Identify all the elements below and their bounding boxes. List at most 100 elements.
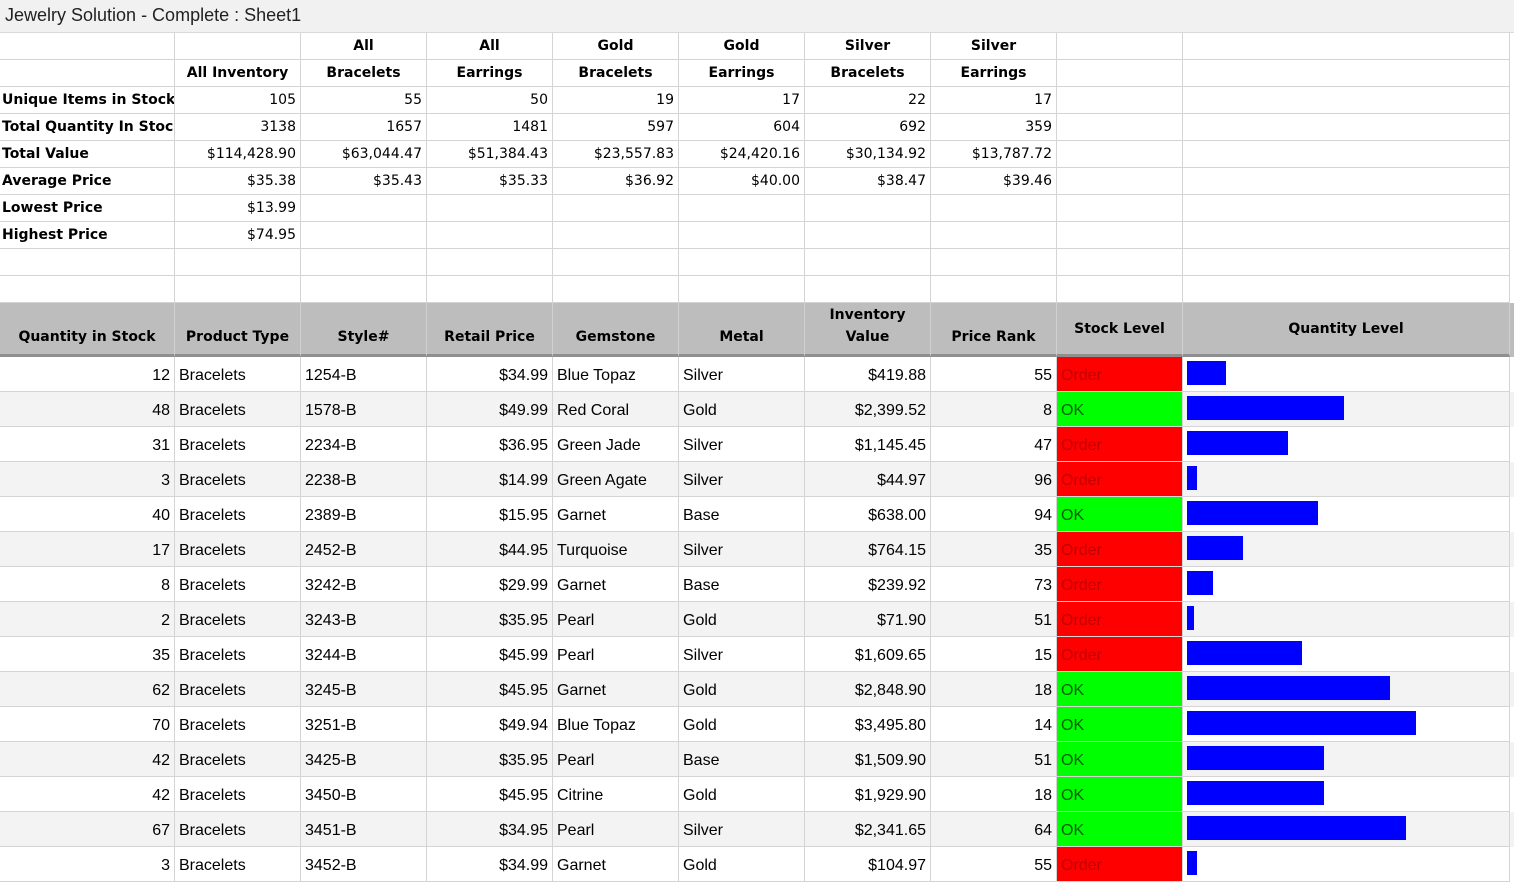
summary-header-top[interactable]: All	[301, 33, 427, 60]
empty-cell[interactable]	[1057, 33, 1183, 60]
summary-value[interactable]: 604	[679, 114, 805, 141]
inventory-value-cell[interactable]: $3,495.80	[805, 707, 931, 742]
retail-price-cell[interactable]: $45.99	[427, 637, 553, 672]
gemstone-cell[interactable]: Garnet	[553, 567, 679, 602]
product-type-cell[interactable]: Bracelets	[175, 707, 301, 742]
summary-value[interactable]: $40.00	[679, 168, 805, 195]
summary-value[interactable]: 359	[931, 114, 1057, 141]
summary-label[interactable]: Average Price	[0, 168, 175, 195]
metal-cell[interactable]: Silver	[679, 357, 805, 392]
summary-header-bottom[interactable]: Bracelets	[301, 60, 427, 87]
retail-price-cell[interactable]: $45.95	[427, 672, 553, 707]
quantity-level-cell[interactable]	[1183, 532, 1510, 567]
price-rank-cell[interactable]: 64	[931, 812, 1057, 847]
column-header-inventory-value[interactable]: Inventory Value	[805, 303, 931, 357]
summary-header-bottom[interactable]: All Inventory	[175, 60, 301, 87]
empty-cell[interactable]	[427, 276, 553, 303]
summary-value[interactable]: 17	[931, 87, 1057, 114]
quantity-level-cell[interactable]	[1183, 602, 1510, 637]
summary-header-top[interactable]: Silver	[931, 33, 1057, 60]
metal-cell[interactable]: Base	[679, 567, 805, 602]
metal-cell[interactable]: Silver	[679, 812, 805, 847]
price-rank-cell[interactable]: 18	[931, 777, 1057, 812]
quantity-cell[interactable]: 42	[0, 777, 175, 812]
gemstone-cell[interactable]: Green Agate	[553, 462, 679, 497]
summary-label[interactable]: Total Quantity In Stock	[0, 114, 175, 141]
summary-value[interactable]: $114,428.90	[175, 141, 301, 168]
summary-value[interactable]: $38.47	[805, 168, 931, 195]
gemstone-cell[interactable]: Citrine	[553, 777, 679, 812]
retail-price-cell[interactable]: $35.95	[427, 602, 553, 637]
quantity-cell[interactable]: 3	[0, 847, 175, 882]
summary-header-top[interactable]: Gold	[553, 33, 679, 60]
quantity-cell[interactable]: 35	[0, 637, 175, 672]
retail-price-cell[interactable]: $44.95	[427, 532, 553, 567]
summary-value[interactable]: 22	[805, 87, 931, 114]
empty-cell[interactable]	[1183, 33, 1510, 60]
summary-value[interactable]	[805, 195, 931, 222]
summary-value[interactable]	[301, 222, 427, 249]
price-rank-cell[interactable]: 51	[931, 602, 1057, 637]
summary-value[interactable]: 50	[427, 87, 553, 114]
inventory-value-cell[interactable]: $764.15	[805, 532, 931, 567]
summary-value[interactable]	[679, 222, 805, 249]
summary-value[interactable]: $24,420.16	[679, 141, 805, 168]
quantity-level-cell[interactable]	[1183, 847, 1510, 882]
price-rank-cell[interactable]: 55	[931, 847, 1057, 882]
empty-cell[interactable]	[1183, 141, 1510, 168]
empty-cell[interactable]	[1057, 276, 1183, 303]
summary-value[interactable]: $39.46	[931, 168, 1057, 195]
empty-cell[interactable]	[805, 249, 931, 276]
summary-value[interactable]	[301, 195, 427, 222]
quantity-level-cell[interactable]	[1183, 462, 1510, 497]
summary-header-bottom[interactable]: Bracelets	[553, 60, 679, 87]
gemstone-cell[interactable]: Pearl	[553, 602, 679, 637]
price-rank-cell[interactable]: 55	[931, 357, 1057, 392]
summary-label[interactable]: Total Value	[0, 141, 175, 168]
metal-cell[interactable]: Gold	[679, 777, 805, 812]
retail-price-cell[interactable]: $34.95	[427, 812, 553, 847]
summary-header-bottom[interactable]: Bracelets	[805, 60, 931, 87]
column-header-style[interactable]: Style#	[301, 303, 427, 357]
stock-level-cell[interactable]: OK	[1057, 742, 1183, 777]
retail-price-cell[interactable]: $49.94	[427, 707, 553, 742]
style-cell[interactable]: 3243-B	[301, 602, 427, 637]
quantity-cell[interactable]: 12	[0, 357, 175, 392]
empty-cell[interactable]	[1057, 87, 1183, 114]
empty-cell[interactable]	[1057, 60, 1183, 87]
price-rank-cell[interactable]: 94	[931, 497, 1057, 532]
quantity-cell[interactable]: 48	[0, 392, 175, 427]
metal-cell[interactable]: Gold	[679, 847, 805, 882]
quantity-level-cell[interactable]	[1183, 637, 1510, 672]
gemstone-cell[interactable]: Pearl	[553, 742, 679, 777]
metal-cell[interactable]: Silver	[679, 427, 805, 462]
product-type-cell[interactable]: Bracelets	[175, 497, 301, 532]
quantity-cell[interactable]: 62	[0, 672, 175, 707]
summary-header-top[interactable]: Silver	[805, 33, 931, 60]
empty-cell[interactable]	[1183, 114, 1510, 141]
summary-value[interactable]: $13.99	[175, 195, 301, 222]
empty-cell[interactable]	[1183, 249, 1510, 276]
metal-cell[interactable]: Silver	[679, 462, 805, 497]
style-cell[interactable]: 2452-B	[301, 532, 427, 567]
style-cell[interactable]: 3244-B	[301, 637, 427, 672]
empty-cell[interactable]	[1183, 195, 1510, 222]
quantity-cell[interactable]: 70	[0, 707, 175, 742]
column-header-metal[interactable]: Metal	[679, 303, 805, 357]
product-type-cell[interactable]: Bracelets	[175, 427, 301, 462]
empty-cell[interactable]	[175, 276, 301, 303]
summary-value[interactable]: 19	[553, 87, 679, 114]
summary-value[interactable]	[553, 195, 679, 222]
inventory-value-cell[interactable]: $104.97	[805, 847, 931, 882]
price-rank-cell[interactable]: 18	[931, 672, 1057, 707]
style-cell[interactable]: 2238-B	[301, 462, 427, 497]
product-type-cell[interactable]: Bracelets	[175, 777, 301, 812]
quantity-level-cell[interactable]	[1183, 672, 1510, 707]
summary-value[interactable]: $63,044.47	[301, 141, 427, 168]
empty-cell[interactable]	[301, 249, 427, 276]
summary-label[interactable]: Unique Items in Stock	[0, 87, 175, 114]
style-cell[interactable]: 1254-B	[301, 357, 427, 392]
retail-price-cell[interactable]: $15.95	[427, 497, 553, 532]
summary-value[interactable]	[427, 222, 553, 249]
stock-level-cell[interactable]: Order	[1057, 567, 1183, 602]
